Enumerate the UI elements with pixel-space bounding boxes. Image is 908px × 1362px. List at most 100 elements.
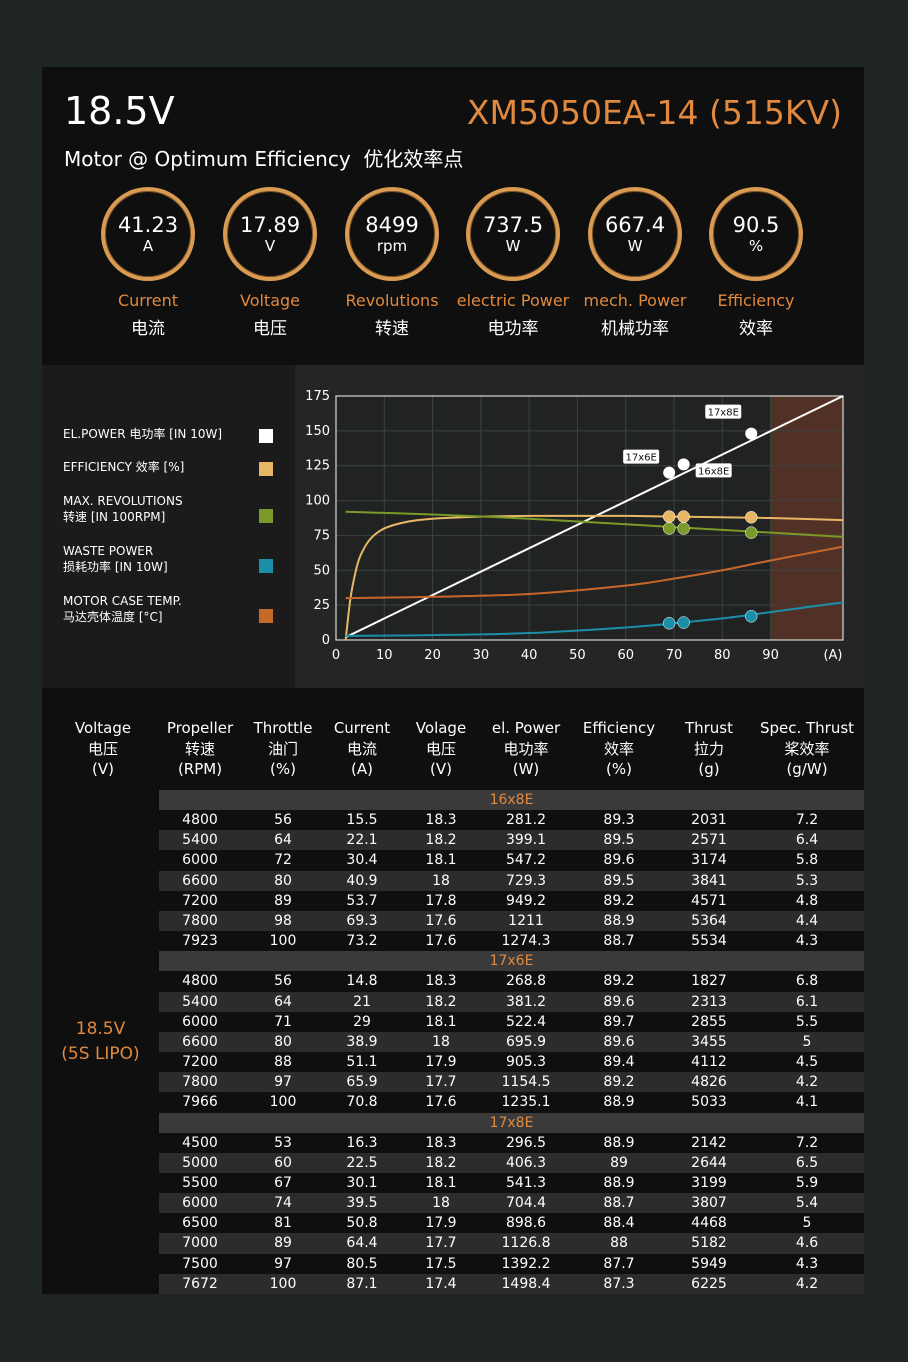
- header-line: 电功率: [503, 739, 549, 758]
- table-cell: 5949: [691, 1255, 727, 1272]
- table-cell: 5000: [182, 1154, 218, 1171]
- table-row: 4500 53 16.3 18.3 296.5 88.9 2142 7.2: [159, 1133, 864, 1153]
- y-tick-label: 50: [313, 563, 330, 578]
- header-line: Thrust: [684, 719, 734, 737]
- header-line: Spec. Thrust: [759, 719, 855, 737]
- marker-label: 16x8E: [698, 466, 729, 477]
- gauge-label-en: Voltage: [239, 291, 300, 310]
- table-header: Volage 电压 (V): [386, 718, 496, 780]
- table-cell: 80: [274, 1033, 292, 1050]
- table-cell: 53.7: [346, 892, 378, 909]
- propeller-group-header: 16x8E: [159, 790, 864, 811]
- table-cell: 5400: [182, 993, 218, 1010]
- header-line: 电压: [87, 739, 118, 758]
- x-tick-label: 60: [617, 648, 634, 663]
- header-line: 电压: [425, 739, 456, 758]
- legend-swatch: [259, 559, 273, 573]
- table-cell: 17.5: [425, 1255, 457, 1272]
- legend-label: MAX. REVOLUTIONS: [63, 494, 183, 508]
- gauge-row: 41.23 A Current 电流 17.89 V Voltage 电压 84…: [42, 187, 864, 357]
- table-cell: 39.5: [346, 1195, 378, 1212]
- legend-item-el-power: EL.POWER 电功率 [IN 10W]: [63, 426, 295, 443]
- table-cell: 4.2: [795, 1275, 819, 1292]
- header-line: 转速: [184, 739, 215, 758]
- table-header: Throttle 油门 (%): [228, 718, 338, 780]
- header-line: 拉力: [693, 739, 724, 758]
- table-cell: 5: [802, 1033, 812, 1050]
- table-cell: 1235.1: [501, 1094, 551, 1111]
- table-cell: 7500: [182, 1255, 218, 1272]
- table-cell: 6225: [691, 1275, 727, 1292]
- table-cell: 2142: [691, 1134, 727, 1151]
- gauge-label-cn: 机械功率: [601, 319, 669, 339]
- table-cell: 81: [274, 1215, 292, 1232]
- table-cell: 281.2: [505, 812, 547, 829]
- table-cell: 89.6: [603, 993, 635, 1010]
- table-header: Propeller 转速 (RPM): [145, 718, 255, 780]
- header-line: Voltage: [74, 719, 132, 737]
- table-cell: 3455: [691, 1033, 727, 1050]
- table-header: Spec. Thrust 桨效率 (g/W): [752, 718, 862, 780]
- marker-point: [663, 466, 676, 479]
- legend-item-efficiency: EFFICIENCY 效率 [%]: [63, 459, 295, 476]
- table-row: 5400 64 21 18.2 381.2 89.6 2313 6.1: [159, 991, 864, 1012]
- marker-point: [745, 610, 758, 623]
- y-tick-label: 150: [305, 424, 330, 439]
- table-cell: 6000: [182, 852, 218, 869]
- model-title: XM5050EA-14 (515KV): [466, 93, 842, 132]
- table-cell: 87.3: [603, 1275, 635, 1292]
- table-row: 6600 80 38.9 18 695.9 89.6 3455 5: [159, 1031, 864, 1053]
- table-cell: 50.8: [346, 1215, 378, 1232]
- table-cell: 89: [610, 1154, 628, 1171]
- table-cell: 88: [610, 1235, 628, 1252]
- table-cell: 6600: [182, 872, 218, 889]
- table-cell: 5033: [691, 1094, 727, 1111]
- table-cell: 18.2: [425, 1154, 457, 1171]
- table-cell: 1126.8: [501, 1235, 551, 1252]
- gauge-value: 667.4: [604, 213, 666, 237]
- table-cell: 18: [432, 872, 450, 889]
- battery-type: (5S LIPO): [61, 1044, 140, 1064]
- table-cell: 67: [274, 1174, 292, 1191]
- header-line: 桨效率: [784, 739, 830, 758]
- table-row: 5000 60 22.5 18.2 406.3 89 2644 6.5: [159, 1152, 864, 1173]
- table-cell: 1274.3: [501, 933, 551, 950]
- table-cell: 7200: [182, 1054, 218, 1071]
- table-cell: 29: [353, 1013, 371, 1030]
- marker-label-box: [623, 449, 660, 464]
- gauge-label-en: electric Power: [456, 291, 570, 310]
- table-cell: 22.5: [346, 1154, 378, 1171]
- table-cell: 18.3: [425, 973, 457, 990]
- header-line: el. Power: [491, 719, 561, 737]
- table-row: 5400 64 22.1 18.2 399.1 89.5 2571 6.4: [159, 830, 864, 851]
- table-cell: 74: [274, 1195, 292, 1212]
- table-cell: 3841: [691, 872, 727, 889]
- table-cell: 7.2: [795, 1134, 819, 1151]
- header-line: Propeller: [166, 719, 234, 737]
- table-cell: 6.4: [795, 832, 819, 849]
- gauge-value: 90.5: [732, 213, 780, 237]
- table-cell: 53: [274, 1134, 292, 1151]
- table-cell: 5400: [182, 832, 218, 849]
- table-cell: 4826: [691, 1074, 727, 1091]
- table-row: 6000 72 30.4 18.1 547.2 89.6 3174 5.8: [159, 850, 864, 870]
- legend-item-waste-power: WASTE POWER 损耗功率 [IN 10W]: [63, 543, 295, 575]
- table-cell: 268.8: [505, 973, 547, 990]
- table-cell: 18.2: [425, 993, 457, 1010]
- x-tick-label: 30: [473, 648, 490, 663]
- gauge-unit: A: [142, 237, 154, 255]
- table-cell: 18: [432, 1033, 450, 1050]
- table-cell: 4.8: [795, 892, 819, 909]
- table-cell: 18.1: [425, 1174, 457, 1191]
- marker-point: [677, 510, 690, 523]
- gauge-value: 737.5: [482, 213, 544, 237]
- table-cell: 7200: [182, 892, 218, 909]
- header-line: Throttle: [253, 719, 313, 737]
- table-cell: 4.2: [795, 1074, 819, 1091]
- table-cell: 88.9: [603, 912, 635, 929]
- table-cell: 7.2: [795, 812, 819, 829]
- table-cell: 5534: [691, 933, 727, 950]
- table-cell: 5.5: [795, 1013, 819, 1030]
- header-line: 油门: [267, 739, 298, 758]
- table-cell: 4112: [691, 1054, 727, 1071]
